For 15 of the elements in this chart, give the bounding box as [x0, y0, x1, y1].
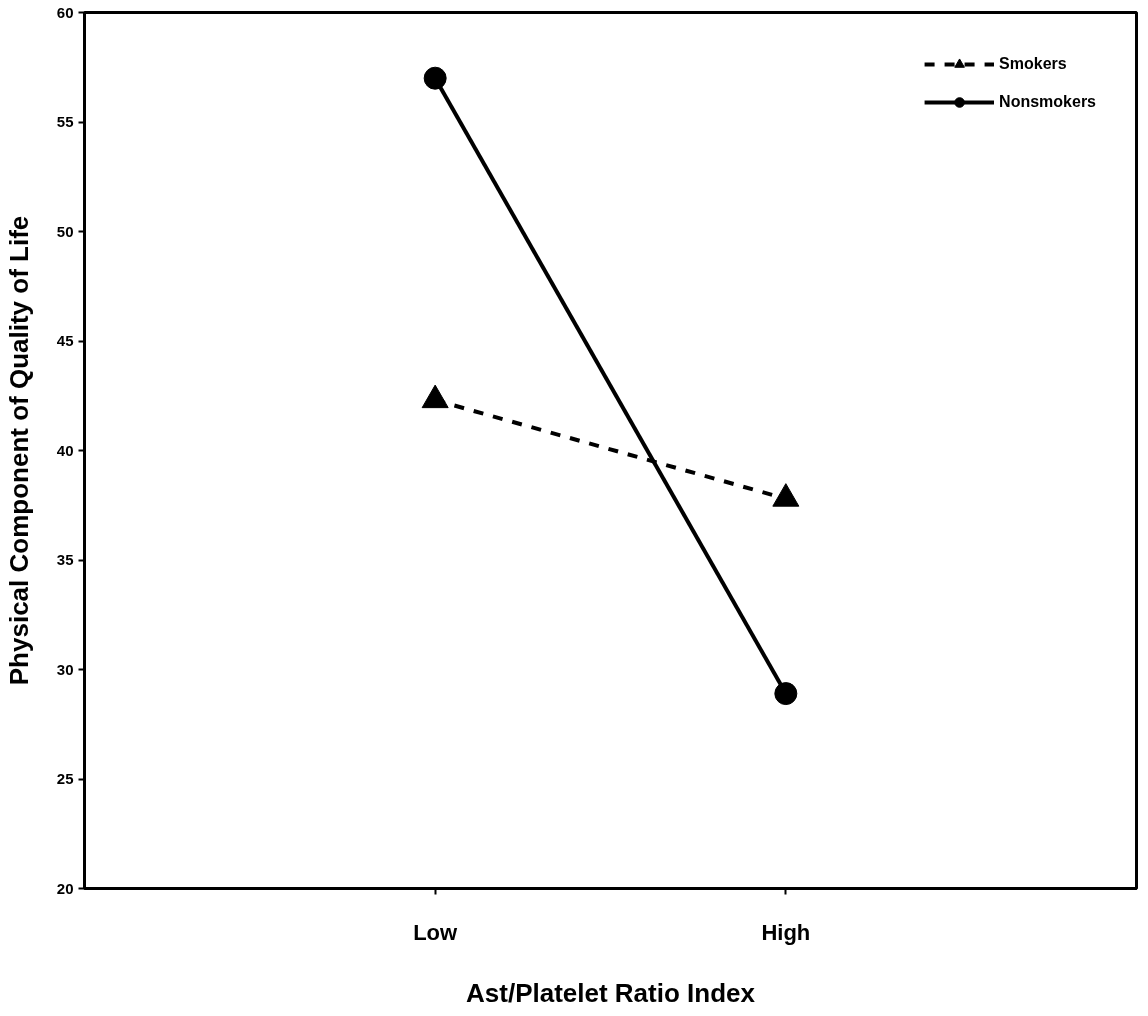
- y-tick-label: 35: [56, 551, 74, 568]
- y-tick-label: 50: [56, 222, 74, 240]
- y-axis-title: Physical Component of Quality of Life: [3, 215, 34, 686]
- x-tick-label: High: [761, 919, 811, 945]
- y-tick-label: 60: [56, 3, 74, 21]
- y-tick-label: 30: [56, 660, 74, 678]
- legend-label: Nonsmokers: [999, 93, 1096, 111]
- x-axis-title: Ast/Platelet Ratio Index: [466, 977, 756, 1008]
- y-tick-label: 25: [56, 770, 74, 787]
- y-tick-label: 45: [56, 332, 74, 349]
- x-tick-label: Low: [413, 919, 459, 945]
- y-tick-label: 20: [56, 879, 74, 897]
- y-tick-label: 40: [56, 441, 74, 459]
- legend-label: Smokers: [999, 55, 1067, 73]
- y-tick-label: 55: [56, 113, 74, 130]
